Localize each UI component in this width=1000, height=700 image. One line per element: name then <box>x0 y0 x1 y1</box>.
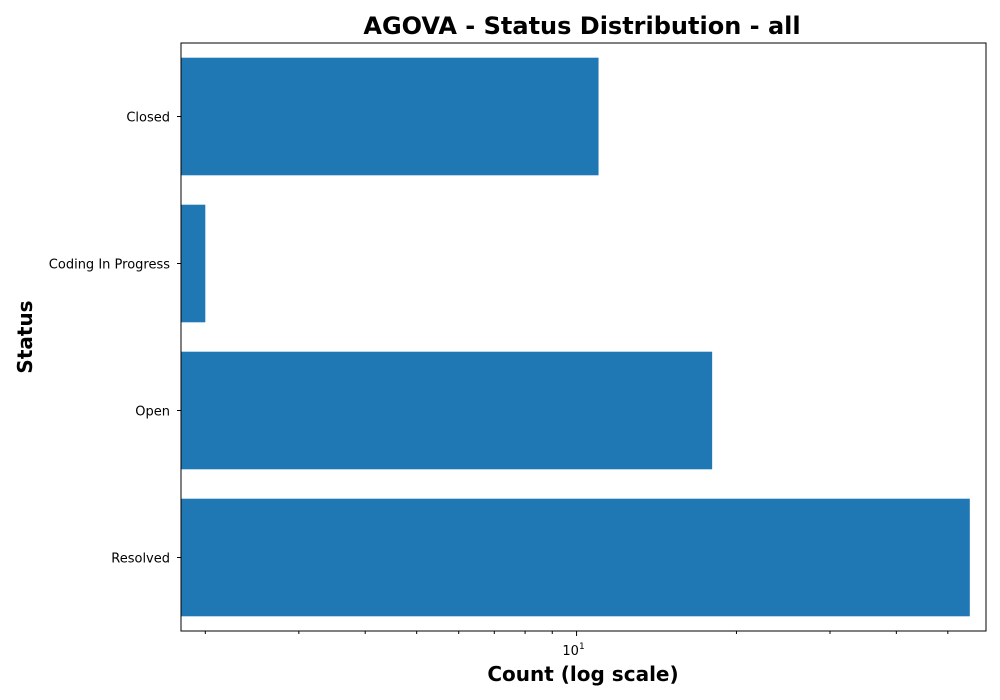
bar-resolved <box>181 498 970 617</box>
bar-closed <box>181 57 599 176</box>
y-axis-label: Status <box>13 300 37 373</box>
x-tick-label: 101 <box>562 642 584 659</box>
chart-title: AGOVA - Status Distribution - all <box>363 12 800 40</box>
y-axis: Closed Coding In Progress Open Resolved <box>49 111 181 567</box>
bar-open <box>181 351 713 470</box>
y-tick-label: Coding In Progress <box>49 258 170 273</box>
bar-coding-in-progress <box>181 204 206 323</box>
bars-layer <box>181 57 970 617</box>
y-tick-label: Closed <box>126 111 170 126</box>
x-axis: 101 <box>204 631 949 659</box>
y-tick-label: Resolved <box>111 552 170 567</box>
plot-frame <box>180 42 987 632</box>
y-tick-label: Open <box>135 405 170 420</box>
x-axis-label: Count (log scale) <box>487 662 678 686</box>
